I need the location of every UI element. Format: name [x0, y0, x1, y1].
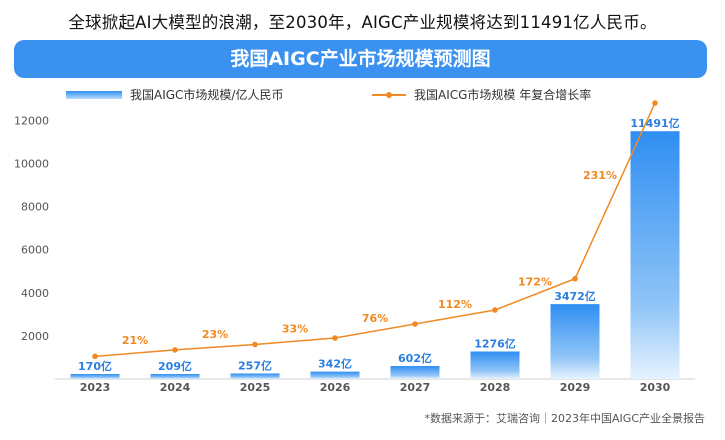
growth-rate-point: [92, 353, 98, 360]
bar-2025: [230, 373, 280, 379]
bar-2028: [470, 351, 520, 379]
y-tick-label: 2000: [21, 330, 49, 343]
x-tick-label: 2023: [80, 381, 111, 394]
legend-item-market-size: 我国AIGC市场规模/亿人民币: [66, 86, 283, 103]
bar-value-label: 1276亿: [474, 336, 516, 350]
y-tick-label: 12000: [14, 114, 49, 127]
data-source-note: *数据来源于：艾瑞咨询｜2023年中国AIGC产业全景报告: [424, 412, 705, 425]
y-tick-label: 8000: [21, 201, 49, 214]
y-tick-label: 10000: [14, 157, 49, 170]
legend-label-market-size: 我国AIGC市场规模/亿人民币: [130, 88, 284, 102]
x-tick-label: 2030: [640, 381, 671, 394]
bar-2029: [550, 304, 600, 379]
growth-rate-label: 23%: [202, 328, 228, 341]
bar-value-label: 602亿: [398, 351, 432, 365]
growth-rate-point: [652, 100, 658, 106]
legend-label-growth-rate: 我国AICG市场规模 年复合增长率: [414, 88, 592, 102]
growth-rate-label: 231%: [583, 169, 617, 182]
legend-item-growth-rate: 我国AICG市场规模 年复合增长率: [372, 86, 591, 103]
bar-value-label: 209亿: [158, 359, 192, 373]
x-tick-label: 2028: [480, 381, 511, 394]
growth-rate-label: 21%: [122, 334, 148, 347]
bar-2027: [390, 366, 440, 379]
bar-2024: [150, 374, 200, 379]
growth-rate-point: [572, 275, 578, 282]
growth-rate-point: [492, 307, 498, 313]
y-tick-label: 4000: [21, 287, 49, 300]
growth-rate-label: 76%: [362, 312, 388, 325]
growth-rate-label: 33%: [282, 322, 308, 335]
growth-rate-point: [412, 321, 418, 327]
growth-rate-label: 112%: [438, 298, 472, 311]
growth-rate-point: [252, 341, 258, 348]
x-tick-label: 2025: [240, 381, 271, 394]
headline: 全球掀起AI大模型的浪潮，至2030年，AIGC产业规模将达到11491亿人民币…: [68, 13, 657, 32]
growth-rate-label: 172%: [518, 275, 552, 288]
bar-value-label: 342亿: [318, 357, 352, 371]
legend-line-swatch: [372, 90, 406, 100]
bar-value-label: 11491亿: [630, 116, 679, 130]
legend-bar-swatch: [66, 90, 122, 99]
growth-rate-line: [94, 102, 656, 358]
x-tick-label: 2026: [320, 381, 351, 394]
legend: 我国AIGC市场规模/亿人民币 我国AICG市场规模 年复合增长率: [0, 86, 725, 106]
growth-rate-point: [332, 335, 338, 341]
bar-2026: [310, 371, 360, 379]
bar-value-label: 3472亿: [554, 289, 596, 303]
bar-2023: [70, 374, 120, 379]
bar-value-label: 257亿: [238, 358, 272, 372]
y-tick-label: 6000: [21, 244, 49, 257]
x-tick-label: 2029: [560, 381, 591, 394]
bar-2030: [630, 131, 680, 379]
x-tick-label: 2024: [160, 381, 191, 394]
growth-rate-point: [172, 347, 178, 353]
bar-value-label: 170亿: [78, 359, 112, 373]
x-tick-label: 2027: [400, 381, 431, 394]
chart-title-banner: 我国AIGC产业市场规模预测图: [14, 40, 707, 78]
